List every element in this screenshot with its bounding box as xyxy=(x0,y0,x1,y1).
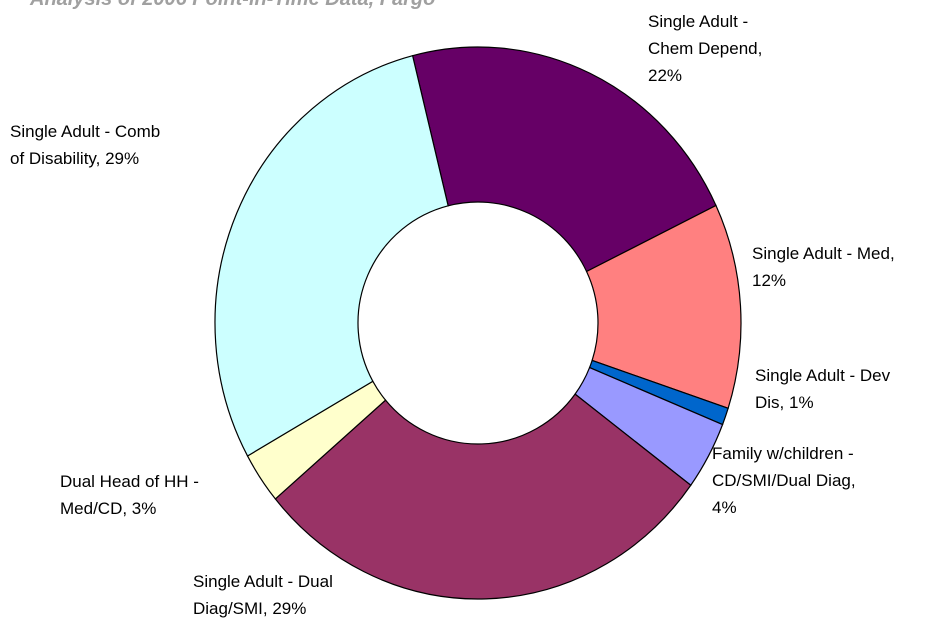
slice xyxy=(411,46,717,273)
chart-title: Analysis of 2006 Point-in-Time Data, Far… xyxy=(30,0,435,11)
slice-label: Single Adult - Chem Depend, 22% xyxy=(648,12,763,85)
slice-label: Single Adult - Med, 12% xyxy=(752,244,895,290)
slice-label: Single Adult - Comb of Disability, 29% xyxy=(10,122,161,168)
slice-label: Single Adult - Dev Dis, 1% xyxy=(755,366,891,412)
slice xyxy=(214,54,449,457)
slice xyxy=(274,393,692,600)
slice-label: Single Adult - Dual Diag/SMI, 29% xyxy=(193,572,333,618)
slice-label: Family w/children - CD/SMI/Dual Diag, 4% xyxy=(712,444,856,517)
slice-label: Dual Head of HH - Med/CD, 3% xyxy=(60,472,199,518)
slice xyxy=(585,204,742,410)
